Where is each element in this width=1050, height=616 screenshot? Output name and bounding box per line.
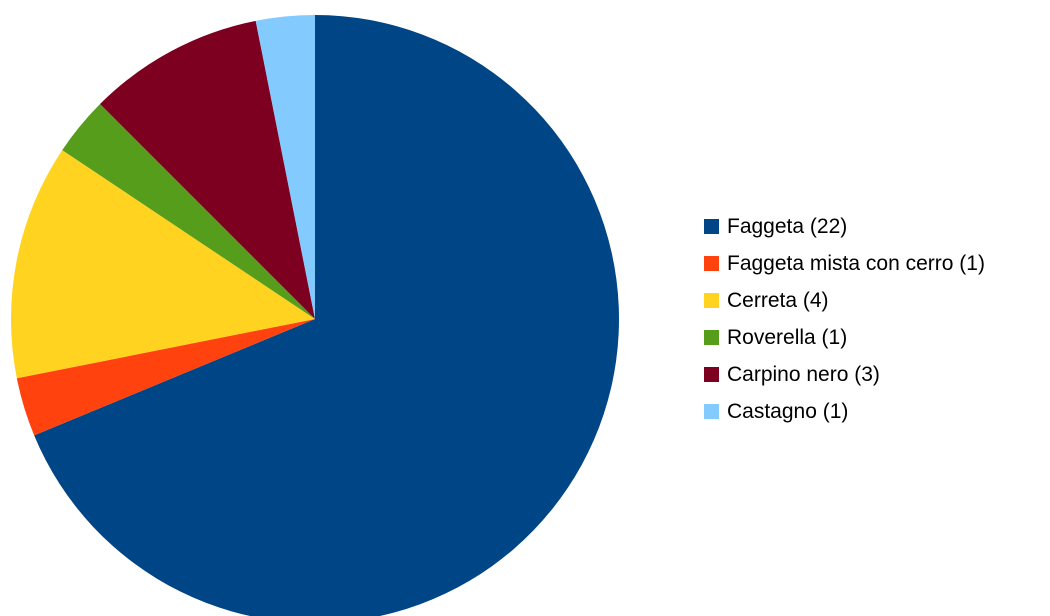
legend-swatch-2: [704, 293, 719, 308]
pie-slice-3: [62, 104, 316, 319]
pie-slice-1: [16, 319, 316, 436]
legend: Faggeta (22) Faggeta mista con cerro (1)…: [704, 208, 985, 430]
legend-swatch-0: [704, 219, 719, 234]
legend-item-5: Castagno (1): [704, 393, 985, 430]
pie-slice-2: [10, 150, 315, 379]
legend-label-1: Faggeta mista con cerro (1): [727, 251, 985, 275]
legend-label-4: Carpino nero (3): [727, 362, 880, 386]
legend-swatch-1: [704, 256, 719, 271]
pie-slice-4: [100, 20, 315, 320]
legend-item-3: Roverella (1): [704, 319, 985, 356]
legend-label-2: Cerreta (4): [727, 288, 829, 312]
legend-swatch-5: [704, 404, 719, 419]
legend-swatch-3: [704, 330, 719, 345]
legend-item-0: Faggeta (22): [704, 208, 985, 245]
legend-item-2: Cerreta (4): [704, 282, 985, 319]
pie-slice-5: [255, 14, 315, 319]
legend-label-0: Faggeta (22): [727, 214, 848, 238]
legend-item-4: Carpino nero (3): [704, 356, 985, 393]
legend-label-3: Roverella (1): [727, 325, 848, 349]
legend-label-5: Castagno (1): [727, 399, 849, 423]
pie-slice-0: [34, 15, 619, 616]
legend-swatch-4: [704, 367, 719, 382]
legend-item-1: Faggeta mista con cerro (1): [704, 245, 985, 282]
